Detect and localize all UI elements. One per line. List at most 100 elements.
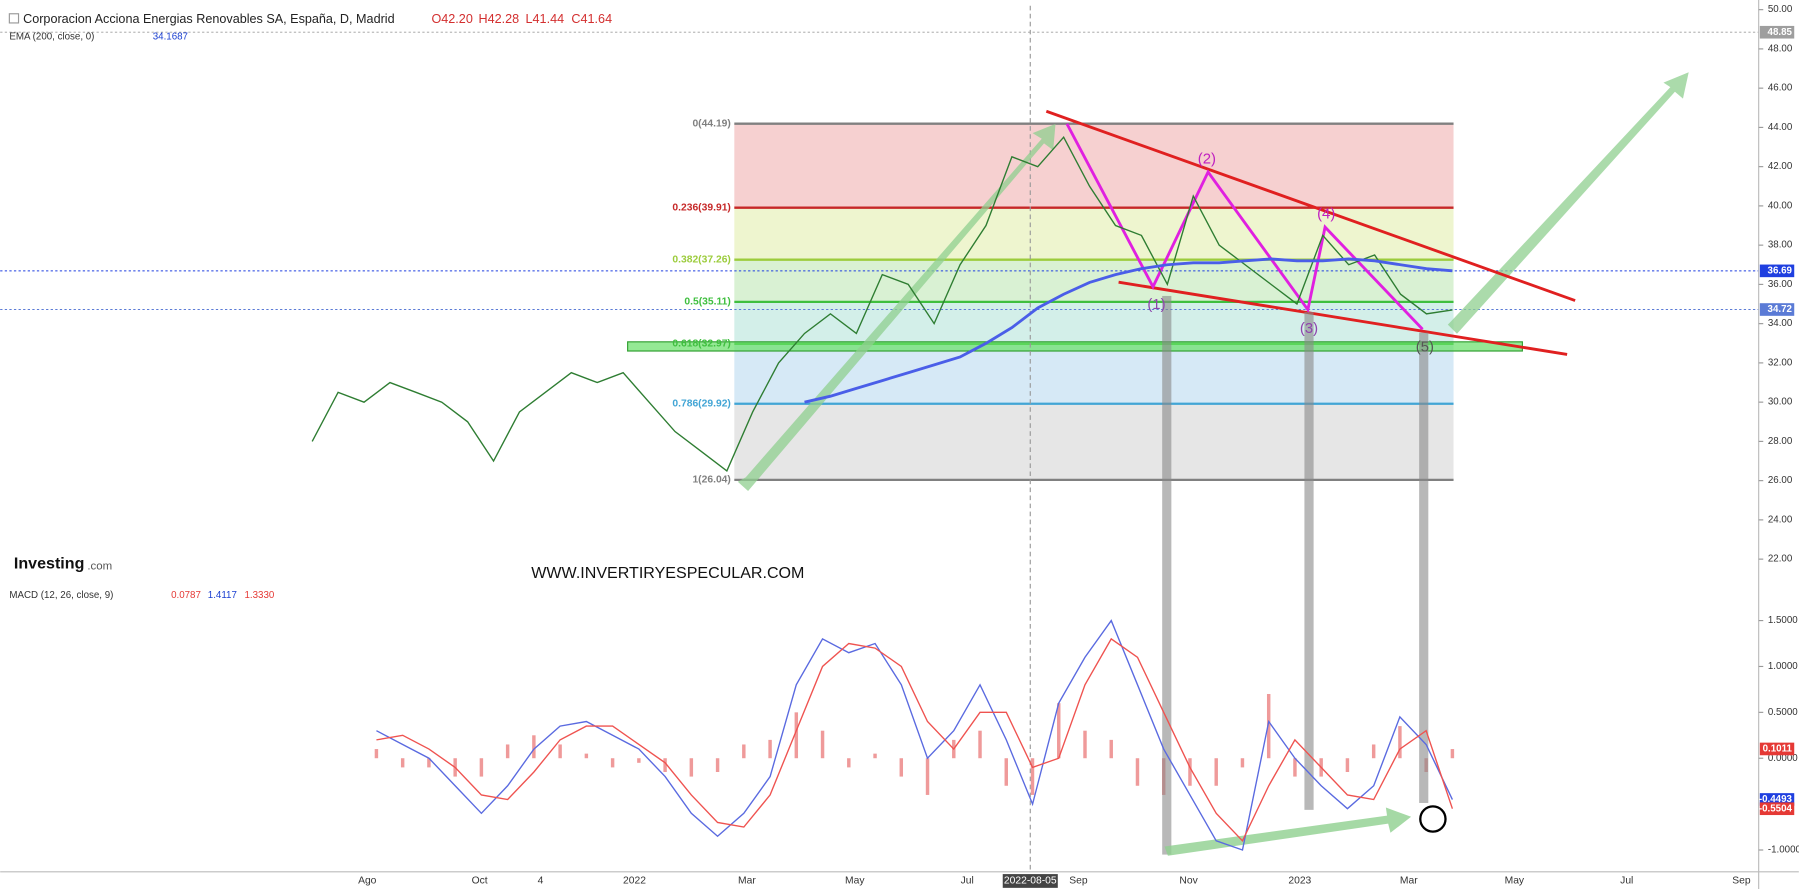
x-tick-label: Mar — [1400, 876, 1418, 887]
y-tick-label: 34.00 — [1768, 318, 1793, 329]
histogram-bar — [637, 758, 641, 763]
y-tick-label: 28.00 — [1768, 436, 1793, 447]
logo: Investing — [14, 555, 84, 573]
histogram-bar — [899, 758, 904, 777]
histogram-bar — [479, 758, 484, 777]
y-tick-label: 36.00 — [1768, 279, 1793, 290]
indicator-line — [376, 619, 1454, 851]
histogram-bar — [715, 758, 720, 772]
macd-value: 1.3330 — [245, 590, 275, 601]
ohlc-high: H42.28 — [479, 12, 520, 26]
highlight-circle — [1419, 805, 1447, 833]
price-tag — [1759, 25, 1795, 39]
indicator-line — [804, 257, 1453, 404]
x-tick-label: Mar — [738, 876, 756, 887]
price-tag — [1759, 264, 1795, 278]
histogram-bar — [1266, 693, 1271, 759]
histogram-bar — [925, 758, 930, 795]
y-tick-label: 40.00 — [1768, 200, 1793, 211]
y-tick-label: 44.00 — [1768, 122, 1793, 133]
logo-suffix: .com — [87, 561, 112, 573]
lower-trendline — [1118, 280, 1568, 356]
y-tick-label: 1.5000 — [1768, 615, 1798, 626]
price-tag — [1759, 742, 1795, 756]
y-tick-label: 42.00 — [1768, 161, 1793, 172]
y-tick-label: 32.00 — [1768, 357, 1793, 368]
x-tick-label: 2022-08-05 — [1004, 876, 1057, 887]
watermark: WWW.INVERTIRYESPECULAR.COM — [531, 564, 804, 582]
histogram-bar — [742, 744, 746, 759]
histogram-bar — [1083, 730, 1087, 759]
wave-label: (4) — [1317, 206, 1335, 222]
histogram-bar — [1293, 758, 1297, 777]
histogram-bar — [847, 758, 851, 768]
collapse-icon[interactable] — [8, 13, 20, 24]
wave-label: (1) — [1147, 297, 1165, 313]
price-tag-label: -0.5504 — [1759, 803, 1793, 814]
x-tick-label: Oct — [472, 876, 488, 887]
projection-arrow — [1447, 72, 1689, 334]
fib-label: 0.5(35.11) — [684, 297, 730, 308]
chart-title: Corporacion Acciona Energias Renovables … — [23, 12, 394, 26]
histogram-bar — [1240, 758, 1245, 768]
histogram-bar — [978, 730, 982, 759]
price-tag — [1759, 303, 1795, 316]
x-tick-label: Sep — [1069, 876, 1088, 887]
y-tick-label: 0.5000 — [1768, 707, 1798, 718]
divergence-bar — [1419, 332, 1429, 803]
fib-band — [734, 403, 1454, 480]
fib-label: 0.618(32.97) — [672, 339, 730, 350]
ohlc-open: O42.20 — [431, 12, 472, 26]
histogram-bar — [1450, 749, 1455, 759]
price-line — [311, 135, 1453, 472]
y-tick-label: 48.00 — [1768, 43, 1793, 54]
y-tick-label: 46.00 — [1768, 83, 1793, 94]
histogram-bar — [1345, 758, 1350, 772]
histogram-bar — [1109, 739, 1113, 759]
macd-value: 0.0787 — [171, 590, 201, 601]
wave-label: (2) — [1198, 151, 1216, 167]
y-tick-label: 22.00 — [1768, 554, 1793, 565]
histogram-bar — [610, 758, 615, 768]
histogram-bar — [873, 753, 877, 759]
price-tag-label: 48.85 — [1768, 27, 1793, 38]
y-tick-label: -1.0000 — [1768, 845, 1799, 856]
crosshair-date-bg — [1002, 874, 1058, 888]
y-tick-label: 1.0000 — [1768, 661, 1798, 672]
histogram-bar — [1188, 758, 1192, 786]
histogram-bar — [768, 739, 772, 759]
fib-band — [734, 207, 1454, 260]
indicator-line — [376, 637, 1454, 843]
histogram-bar — [794, 712, 799, 759]
y-tick-label: 26.00 — [1768, 475, 1793, 486]
y-tick-label: 38.00 — [1768, 240, 1793, 251]
histogram-bar — [1057, 703, 1061, 759]
fib-band — [734, 123, 1454, 208]
x-tick-label: Ago — [358, 876, 377, 887]
x-tick-label: 2023 — [1288, 876, 1311, 887]
histogram-bar — [663, 758, 667, 772]
y-tick-label: 50.00 — [1768, 4, 1793, 15]
wave-label: (3) — [1300, 321, 1318, 337]
fib-label: 0.382(37.26) — [672, 254, 730, 265]
fib-label: 0.786(29.92) — [672, 398, 730, 409]
histogram-bar — [427, 758, 431, 768]
macd-label: MACD (12, 26, close, 9) — [9, 590, 113, 601]
wave-path — [1065, 123, 1424, 331]
price-tag-label: 36.69 — [1768, 265, 1793, 276]
x-tick-label: 4 — [538, 876, 544, 887]
histogram-bar — [505, 744, 510, 759]
price-tag — [1759, 802, 1795, 816]
fib-label: 0.236(39.91) — [672, 202, 730, 213]
histogram-bar — [584, 753, 589, 759]
x-tick-label: 2022 — [623, 876, 646, 887]
x-tick-label: Jul — [1620, 876, 1633, 887]
fib-label: 0(44.19) — [692, 118, 730, 129]
histogram-bar — [558, 744, 562, 759]
histogram-bar — [1398, 726, 1402, 759]
histogram-bar — [1135, 758, 1140, 786]
ohlc-close: C41.64 — [571, 12, 612, 26]
x-tick-label: May — [1505, 876, 1525, 887]
